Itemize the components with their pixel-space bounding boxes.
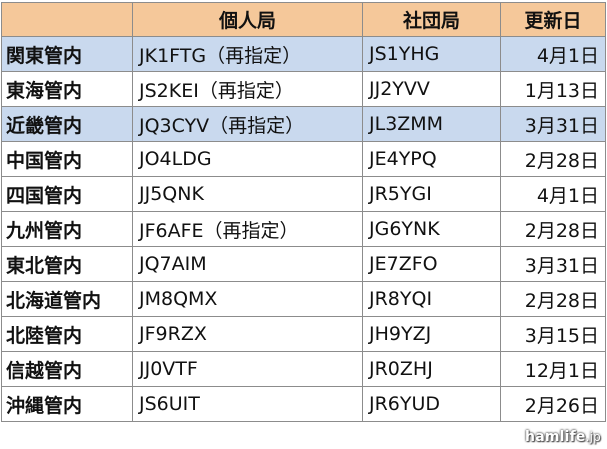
table-header-row: 個人局 社団局 更新日 [1,2,606,37]
table-row: 関東管内 JK1FTG（再指定） JS1YHG 4月1日 [1,36,606,72]
update-date-cell: 3月15日 [500,316,606,352]
personal-station-cell: JQ7AIM [132,246,363,282]
personal-station-cell: JM8QMX [132,281,363,317]
region-cell: 関東管内 [1,36,133,72]
update-date-cell: 2月26日 [500,386,606,422]
personal-station-cell: JJ5QNK [132,176,363,212]
personal-station-cell: JQ3CYV（再指定） [132,106,363,142]
update-date-cell: 2月28日 [500,141,606,177]
table-row: 北陸管内 JF9RZX JH9YZJ 3月15日 [1,316,606,352]
personal-station-cell: JK1FTG（再指定） [132,36,363,72]
club-station-cell: JR8YQI [362,281,501,317]
personal-station-cell: JF9RZX [132,316,363,352]
table-row: 四国管内 JJ5QNK JR5YGI 4月1日 [1,176,606,212]
update-date-cell: 2月28日 [500,281,606,317]
table-row: 中国管内 JO4LDG JE4YPQ 2月28日 [1,141,606,177]
personal-station-cell: JS2KEI（再指定） [132,71,363,107]
update-date-cell: 2月28日 [500,211,606,247]
club-station-cell: JH9YZJ [362,316,501,352]
club-station-cell: JR0ZHJ [362,351,501,387]
club-station-cell: JG6YNK [362,211,501,247]
update-date-cell: 4月1日 [500,36,606,72]
header-update-date: 更新日 [500,2,606,37]
personal-station-cell: JS6UIT [132,386,363,422]
callsign-table: 個人局 社団局 更新日 関東管内 JK1FTG（再指定） JS1YHG 4月1日 東海管… [1,2,606,422]
table-row: 近畿管内 JQ3CYV（再指定） JL3ZMM 3月31日 [1,106,606,142]
club-station-cell: JL3ZMM [362,106,501,142]
table-row: 信越管内 JJ0VTF JR0ZHJ 12月1日 [1,351,606,387]
personal-station-cell: JF6AFE（再指定） [132,211,363,247]
table-row: 九州管内 JF6AFE（再指定） JG6YNK 2月28日 [1,211,606,247]
region-cell: 中国管内 [1,141,133,177]
table-row: 東海管内 JS2KEI（再指定） JJ2YVV 1月13日 [1,71,606,107]
club-station-cell: JR5YGI [362,176,501,212]
club-station-cell: JS1YHG [362,36,501,72]
update-date-cell: 3月31日 [500,246,606,282]
update-date-cell: 4月1日 [500,176,606,212]
table-row: 北海道管内 JM8QMX JR8YQI 2月28日 [1,281,606,317]
update-date-cell: 1月13日 [500,71,606,107]
club-station-cell: JE7ZFO [362,246,501,282]
table-row: 東北管内 JQ7AIM JE7ZFO 3月31日 [1,246,606,282]
region-cell: 近畿管内 [1,106,133,142]
personal-station-cell: JO4LDG [132,141,363,177]
region-cell: 東北管内 [1,246,133,282]
callsign-table-container: 個人局 社団局 更新日 関東管内 JK1FTG（再指定） JS1YHG 4月1日 東海管… [1,2,606,422]
header-club-station: 社団局 [362,2,501,37]
region-cell: 北陸管内 [1,316,133,352]
region-cell: 北海道管内 [1,281,133,317]
region-cell: 東海管内 [1,71,133,107]
club-station-cell: JE4YPQ [362,141,501,177]
update-date-cell: 12月1日 [500,351,606,387]
club-station-cell: JR6YUD [362,386,501,422]
table-body: 関東管内 JK1FTG（再指定） JS1YHG 4月1日 東海管内 JS2KEI（再指定）… [1,36,606,422]
region-cell: 信越管内 [1,351,133,387]
hamlife-watermark: hamlife.jp [525,429,601,445]
header-personal-station: 個人局 [132,2,363,37]
update-date-cell: 3月31日 [500,106,606,142]
club-station-cell: JJ2YVV [362,71,501,107]
table-row: 沖縄管内 JS6UIT JR6YUD 2月26日 [1,386,606,422]
personal-station-cell: JJ0VTF [132,351,363,387]
region-cell: 九州管内 [1,211,133,247]
header-region [1,2,133,37]
region-cell: 沖縄管内 [1,386,133,422]
region-cell: 四国管内 [1,176,133,212]
watermark-suffix: .jp [585,430,601,444]
watermark-brand: hamlife [525,429,586,445]
